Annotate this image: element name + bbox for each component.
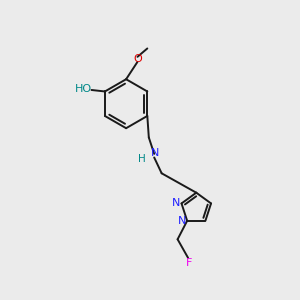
Text: HO: HO: [75, 84, 92, 94]
Text: N: N: [151, 148, 160, 158]
Text: H: H: [138, 154, 146, 164]
Text: N: N: [178, 216, 186, 226]
Text: F: F: [185, 258, 192, 268]
Text: N: N: [172, 198, 180, 208]
Text: O: O: [134, 54, 142, 64]
